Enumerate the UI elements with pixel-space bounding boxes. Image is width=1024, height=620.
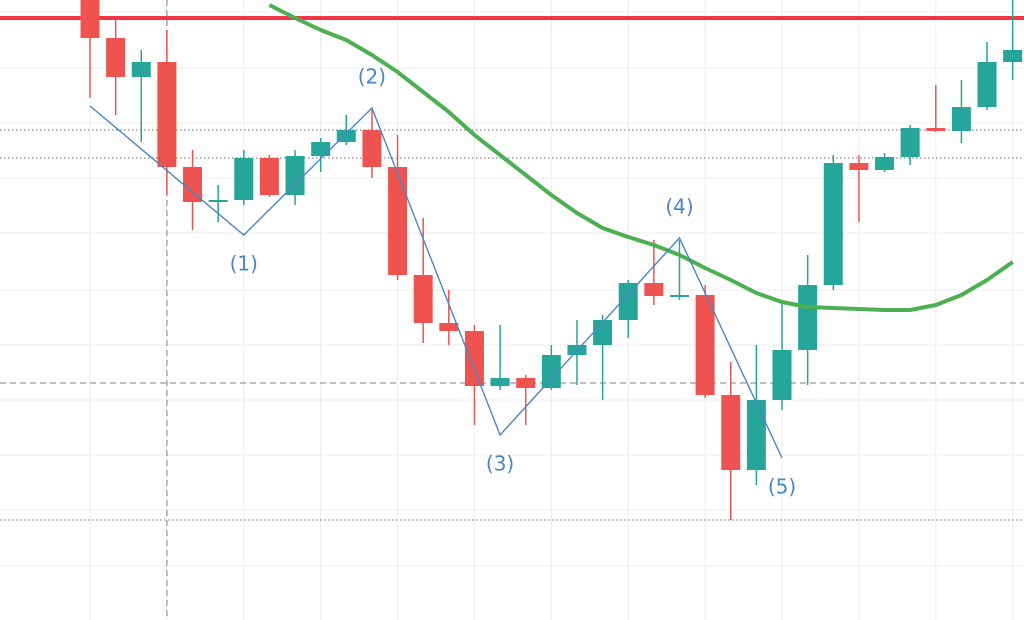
candle-body xyxy=(516,378,536,388)
candle-body xyxy=(285,156,305,195)
wave-label: (3) xyxy=(486,452,514,476)
candle-body xyxy=(464,331,484,386)
candle-body xyxy=(259,158,279,195)
wave-label: (5) xyxy=(768,475,796,499)
wave-label: (4) xyxy=(665,195,693,219)
candle-body xyxy=(208,200,228,202)
candle-body xyxy=(772,350,792,400)
candle-body xyxy=(388,167,408,275)
candle-body xyxy=(721,395,741,470)
candle-body xyxy=(106,38,126,77)
candle-body xyxy=(183,167,203,202)
candle-body xyxy=(413,275,433,323)
candle-body xyxy=(80,0,100,38)
candle-body xyxy=(362,130,382,167)
candle-body xyxy=(157,62,177,167)
candle-body xyxy=(541,355,561,388)
wave-label: (1) xyxy=(230,252,258,276)
candle-body xyxy=(951,107,971,131)
candle-body xyxy=(875,157,895,170)
candle-body xyxy=(131,62,151,77)
candle-body xyxy=(669,295,689,297)
candle-body xyxy=(1003,50,1023,62)
candle-body xyxy=(977,62,997,107)
candle-body xyxy=(926,128,946,131)
candle-body xyxy=(900,128,920,157)
candle-body xyxy=(695,295,715,395)
candle-body xyxy=(311,142,331,156)
candle-body xyxy=(849,163,869,170)
moving-average xyxy=(268,3,1014,312)
candle-body xyxy=(234,158,254,200)
candle-body xyxy=(593,320,613,345)
candle-body xyxy=(746,400,766,470)
candle-body xyxy=(798,285,818,350)
candle-body xyxy=(439,323,459,331)
candle-body xyxy=(618,283,638,320)
wave-line xyxy=(89,105,783,459)
wave-label: (2) xyxy=(358,65,386,89)
candle-body xyxy=(644,283,664,296)
candle-body xyxy=(490,378,510,386)
candle-body xyxy=(823,163,843,285)
